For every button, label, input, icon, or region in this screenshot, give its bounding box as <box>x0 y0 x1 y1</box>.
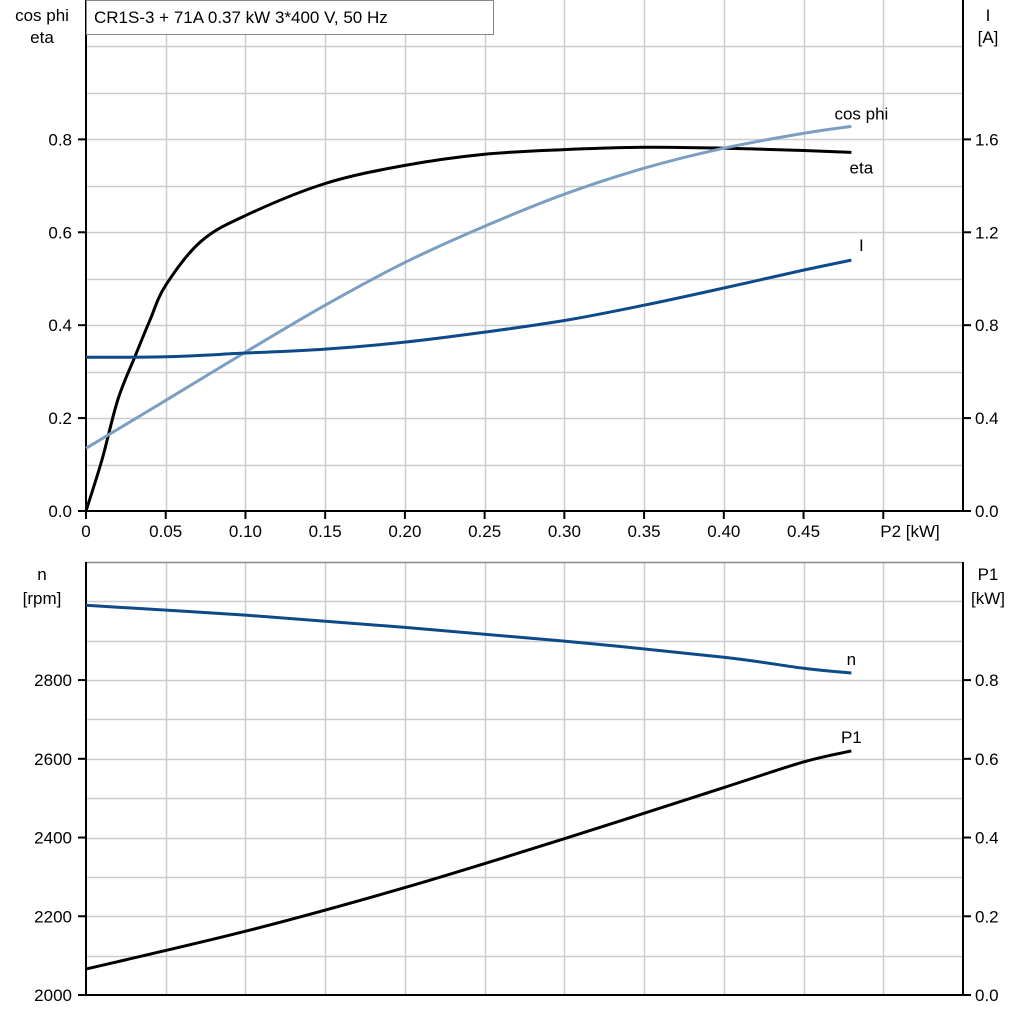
x-axis-label: P2 [kW] <box>880 522 940 541</box>
y-tick-label-right: 0.4 <box>975 409 999 428</box>
y-tick-label-right: 0.8 <box>975 316 999 335</box>
series-line-i <box>85 258 852 359</box>
y-tick-label-right: 1.6 <box>975 130 999 149</box>
y-tick-label-right: 0.2 <box>975 907 999 926</box>
y-tick-label-left: 0.4 <box>48 316 72 335</box>
series-label-p1: P1 <box>841 728 862 747</box>
y-tick-label-right: 0.4 <box>975 829 999 848</box>
x-tick-label: 0.45 <box>787 522 820 541</box>
title-box <box>86 0 494 35</box>
series-label-n: n <box>847 650 856 669</box>
series-line-eta <box>84 145 852 512</box>
chart-title: CR1S-3 + 71A 0.37 kW 3*400 V, 50 Hz <box>94 8 388 27</box>
x-tick-label: 0.35 <box>628 522 661 541</box>
series-label-i: I <box>859 236 864 255</box>
x-tick-label: 0.05 <box>149 522 182 541</box>
x-tick-label: 0.10 <box>229 522 262 541</box>
x-tick-label: 0.40 <box>707 522 740 541</box>
x-tick-label: 0 <box>81 522 90 541</box>
y-axis-label-left: [rpm] <box>23 589 62 608</box>
y-tick-label-right: 0.0 <box>975 502 999 521</box>
y-axis-label-right: [kW] <box>971 589 1005 608</box>
y-tick-label-right: 0.0 <box>975 986 999 1005</box>
y-axis-label-right: [A] <box>978 28 999 47</box>
y-axis-label-left: n <box>37 565 46 584</box>
x-tick-label: 0.20 <box>388 522 421 541</box>
y-tick-label-right: 0.6 <box>975 750 999 769</box>
y-axis-label-right: I <box>986 6 991 25</box>
y-tick-label-left: 0.6 <box>48 223 72 242</box>
x-tick-label: 0.15 <box>309 522 342 541</box>
x-tick-label: 0.30 <box>548 522 581 541</box>
y-tick-label-right: 0.8 <box>975 671 999 690</box>
y-tick-label-left: 0.0 <box>48 502 72 521</box>
series-line-n <box>85 603 852 675</box>
y-tick-label-left: 2800 <box>34 671 72 690</box>
y-axis-label-left: eta <box>30 28 54 47</box>
y-tick-label-left: 2400 <box>34 829 72 848</box>
y-tick-label-left: 2200 <box>34 907 72 926</box>
y-axis-label-right: P1 <box>978 565 999 584</box>
y-axis-label-left: cos phi <box>15 6 69 25</box>
y-tick-label-left: 2600 <box>34 750 72 769</box>
series-label-cos-phi: cos phi <box>834 104 888 123</box>
y-tick-label-right: 1.2 <box>975 223 999 242</box>
series-line-cos-phi <box>85 124 852 450</box>
x-tick-label: 0.25 <box>468 522 501 541</box>
y-tick-label-left: 2000 <box>34 986 72 1005</box>
series-line-p1 <box>85 749 852 971</box>
y-tick-label-left: 0.2 <box>48 409 72 428</box>
series-label-eta: eta <box>850 158 874 177</box>
y-tick-label-left: 0.8 <box>48 130 72 149</box>
